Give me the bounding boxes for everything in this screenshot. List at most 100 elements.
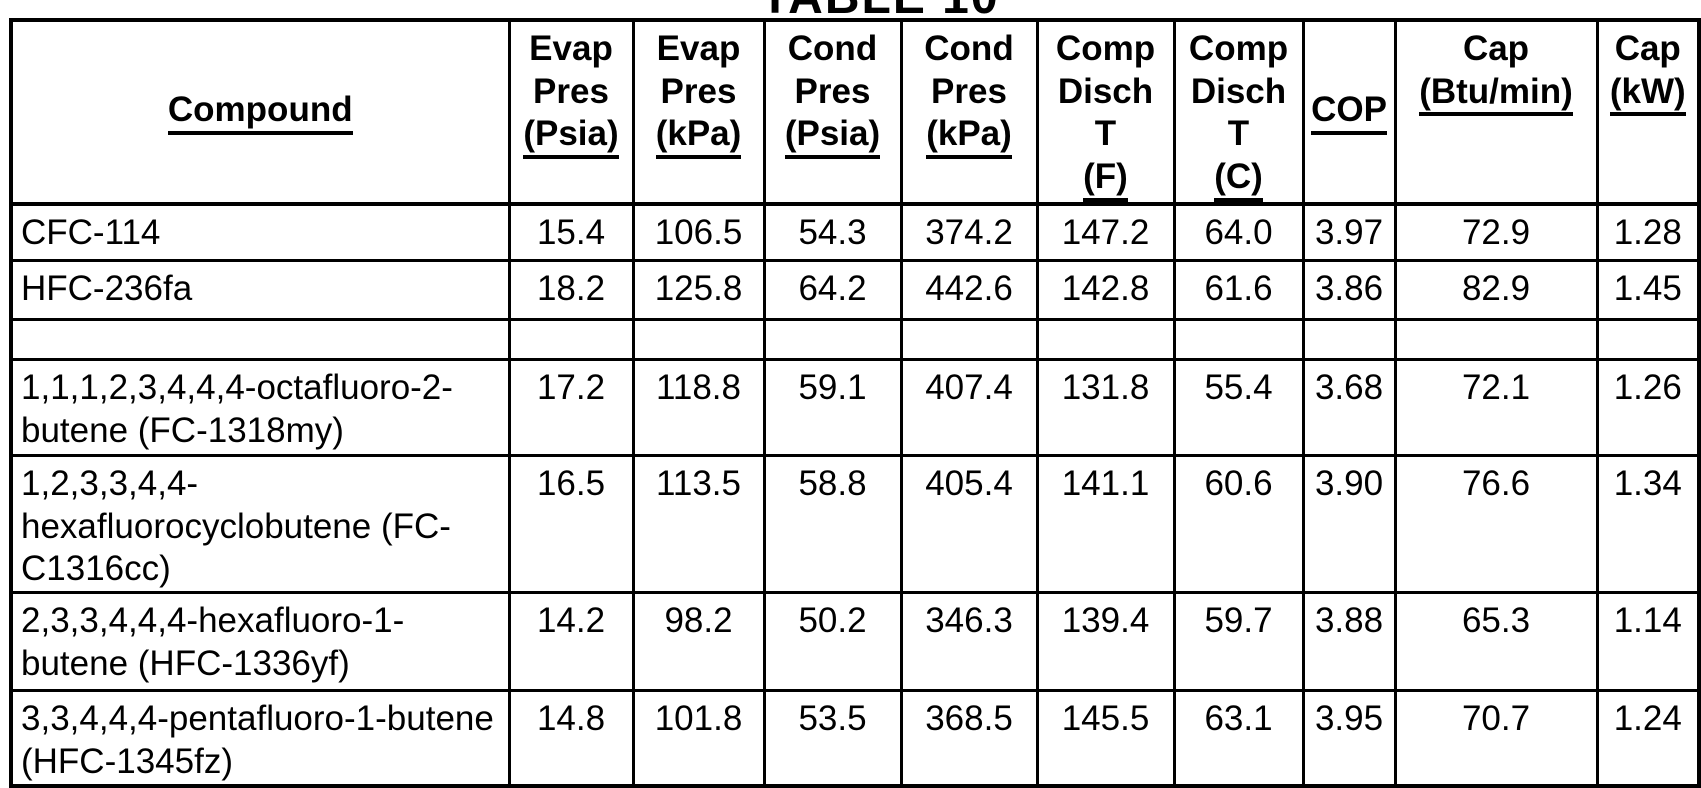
value-cell: 3.68 bbox=[1301, 358, 1397, 458]
value-cell: 17.2 bbox=[507, 358, 635, 458]
value-cell: 1.24 bbox=[1595, 689, 1701, 787]
header-label: Evap bbox=[529, 29, 613, 68]
compound-cell: CFC-114 bbox=[9, 202, 511, 263]
value-cell: 142.8 bbox=[1035, 259, 1176, 322]
value-cell: 374.2 bbox=[899, 202, 1039, 263]
value-cell: 82.9 bbox=[1393, 259, 1599, 322]
value-cell: 139.4 bbox=[1035, 591, 1176, 693]
value-cell bbox=[1393, 318, 1599, 362]
header-cell-cop: COP bbox=[1301, 18, 1397, 206]
header-label: Cond bbox=[924, 29, 1014, 68]
value-cell: 55.4 bbox=[1172, 358, 1305, 458]
header-cell-cond-pres-psia: Cond Pres (Psia) bbox=[762, 18, 903, 206]
header-cell-comp-disch-t-c: Comp Disch T (C) bbox=[1172, 18, 1305, 206]
table-row-spacer bbox=[9, 318, 1701, 362]
value-cell: 3.86 bbox=[1301, 259, 1397, 322]
header-unit: (kPa) bbox=[655, 115, 742, 159]
header-label: Comp bbox=[1188, 29, 1289, 68]
header-cell-cond-pres-kpa: Cond Pres (kPa) bbox=[899, 18, 1039, 206]
value-cell: 1.28 bbox=[1595, 202, 1701, 263]
header-label: T bbox=[1094, 114, 1117, 154]
value-cell: 59.7 bbox=[1172, 591, 1305, 693]
header-label: Disch bbox=[1057, 71, 1154, 111]
refrigerant-performance-table: Compound Evap Pres (Psia) Evap Pres (kPa… bbox=[9, 18, 1701, 788]
table-row: 1,1,1,2,3,4,4,4-octafluoro-2-butene (FC-… bbox=[9, 358, 1701, 458]
header-cell-cap-kw: Cap (kW) bbox=[1595, 18, 1701, 206]
value-cell: 50.2 bbox=[762, 591, 903, 693]
value-cell: 53.5 bbox=[762, 689, 903, 787]
header-label: Pres bbox=[794, 71, 871, 111]
table-row: 3,3,4,4,4-pentafluoro-1-butene (HFC-1345… bbox=[9, 689, 1701, 787]
value-cell bbox=[507, 318, 635, 362]
value-cell: 70.7 bbox=[1393, 689, 1599, 787]
value-cell: 98.2 bbox=[631, 591, 766, 693]
value-cell: 64.0 bbox=[1172, 202, 1305, 263]
table-row: HFC-236fa 18.2 125.8 64.2 442.6 142.8 61… bbox=[9, 259, 1701, 322]
value-cell bbox=[1595, 318, 1701, 362]
value-cell: 141.1 bbox=[1035, 454, 1176, 595]
table-title-clipped: TABLE 10 bbox=[600, 0, 1160, 17]
value-cell: 3.90 bbox=[1301, 454, 1397, 595]
value-cell: 76.6 bbox=[1393, 454, 1599, 595]
value-cell: 14.8 bbox=[507, 689, 635, 787]
value-cell bbox=[762, 318, 903, 362]
header-cell-evap-pres-psia: Evap Pres (Psia) bbox=[507, 18, 635, 206]
header-label: Cond bbox=[787, 29, 878, 68]
compound-cell bbox=[9, 318, 511, 362]
value-cell: 125.8 bbox=[631, 259, 766, 322]
header-unit: (Psia) bbox=[523, 115, 619, 159]
value-cell: 3.88 bbox=[1301, 591, 1397, 693]
value-cell: 1.45 bbox=[1595, 259, 1701, 322]
value-cell: 54.3 bbox=[762, 202, 903, 263]
header-label: T bbox=[1227, 114, 1250, 154]
compound-cell: 1,2,3,3,4,4-hexafluorocyclobutene (FC-C1… bbox=[9, 454, 511, 595]
header-cell-evap-pres-kpa: Evap Pres (kPa) bbox=[631, 18, 766, 206]
value-cell: 147.2 bbox=[1035, 202, 1176, 263]
header-row: Compound Evap Pres (Psia) Evap Pres (kPa… bbox=[9, 18, 1701, 206]
header-label: Compound bbox=[167, 91, 353, 135]
header-cell-compound: Compound bbox=[9, 18, 511, 206]
value-cell: 14.2 bbox=[507, 591, 635, 693]
value-cell: 1.34 bbox=[1595, 454, 1701, 595]
value-cell: 72.1 bbox=[1393, 358, 1599, 458]
header-unit: (Psia) bbox=[784, 115, 881, 159]
value-cell: 18.2 bbox=[507, 259, 635, 322]
value-cell: 1.26 bbox=[1595, 358, 1701, 458]
header-label: Comp bbox=[1055, 29, 1156, 68]
value-cell: 442.6 bbox=[899, 259, 1039, 322]
value-cell: 63.1 bbox=[1172, 689, 1305, 787]
value-cell: 59.1 bbox=[762, 358, 903, 458]
header-unit: (C) bbox=[1214, 158, 1263, 200]
table-body: CFC-114 15.4 106.5 54.3 374.2 147.2 64.0… bbox=[9, 202, 1701, 787]
header-unit: (kW) bbox=[1609, 72, 1686, 117]
value-cell: 60.6 bbox=[1172, 454, 1305, 595]
header-unit: (Btu/min) bbox=[1419, 72, 1573, 117]
compound-cell: 3,3,4,4,4-pentafluoro-1-butene (HFC-1345… bbox=[9, 689, 511, 787]
value-cell: 1.14 bbox=[1595, 591, 1701, 693]
value-cell: 101.8 bbox=[631, 689, 766, 787]
header-unit: (F) bbox=[1083, 158, 1128, 200]
value-cell: 72.9 bbox=[1393, 202, 1599, 263]
header-label: Pres bbox=[660, 71, 737, 111]
compound-cell: HFC-236fa bbox=[9, 259, 511, 322]
value-cell: 368.5 bbox=[899, 689, 1039, 787]
value-cell bbox=[1172, 318, 1305, 362]
table-header: Compound Evap Pres (Psia) Evap Pres (kPa… bbox=[9, 18, 1701, 206]
value-cell: 15.4 bbox=[507, 202, 635, 263]
value-cell bbox=[631, 318, 766, 362]
header-cell-cap-btu-min: Cap (Btu/min) bbox=[1393, 18, 1599, 206]
value-cell: 106.5 bbox=[631, 202, 766, 263]
header-label: Pres bbox=[533, 71, 609, 111]
value-cell: 145.5 bbox=[1035, 689, 1176, 787]
value-cell: 346.3 bbox=[899, 591, 1039, 693]
value-cell bbox=[1035, 318, 1176, 362]
value-cell: 118.8 bbox=[631, 358, 766, 458]
header-unit: (kPa) bbox=[926, 115, 1012, 159]
value-cell: 3.95 bbox=[1301, 689, 1397, 787]
value-cell: 16.5 bbox=[507, 454, 635, 595]
value-cell: 3.97 bbox=[1301, 202, 1397, 263]
value-cell: 131.8 bbox=[1035, 358, 1176, 458]
value-cell: 61.6 bbox=[1172, 259, 1305, 322]
value-cell bbox=[899, 318, 1039, 362]
value-cell: 58.8 bbox=[762, 454, 903, 595]
